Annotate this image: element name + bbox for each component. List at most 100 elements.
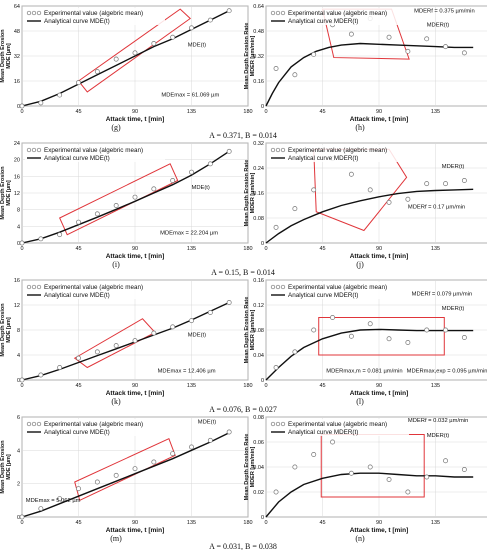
data-point bbox=[311, 452, 317, 457]
y-axis-label: MDER [µm/min] bbox=[250, 309, 256, 350]
annotation: MDE(t) bbox=[188, 332, 206, 338]
legend-box bbox=[25, 419, 165, 436]
data-point bbox=[76, 219, 81, 225]
legend: Experimental value (algebric mean)Analyt… bbox=[25, 282, 165, 299]
parameter-label: A = 0.076, B = 0.027 bbox=[209, 405, 277, 414]
x-tick-label: 90 bbox=[132, 520, 138, 526]
highlight-region bbox=[77, 8, 192, 93]
y-tick-label: 0.04 bbox=[253, 465, 264, 471]
data-point bbox=[38, 506, 44, 512]
data-point bbox=[226, 8, 232, 14]
y-tick-label: 24 bbox=[14, 141, 20, 147]
data-point bbox=[151, 330, 157, 336]
data-point bbox=[330, 315, 335, 320]
y-axis-label: Mean Depth Erosion bbox=[0, 29, 6, 83]
x-axis-label: Attack time, t [min] bbox=[106, 390, 165, 397]
y-tick-label: 0.32 bbox=[253, 141, 264, 147]
legend-marker bbox=[36, 284, 42, 290]
legend-marker bbox=[36, 10, 42, 16]
legend-entry: Experimental value (algebric mean) bbox=[44, 421, 143, 428]
data-point bbox=[132, 194, 138, 200]
legend-entry: Experimental value (algebric mean) bbox=[288, 421, 387, 428]
data-point bbox=[189, 318, 194, 324]
x-tick-label: 90 bbox=[132, 246, 138, 252]
data-point bbox=[386, 336, 392, 342]
legend-marker bbox=[26, 421, 32, 427]
x-tick-label: 0 bbox=[264, 520, 267, 526]
data-point bbox=[461, 178, 467, 183]
legend-marker bbox=[26, 147, 32, 153]
x-axis-label: Attack time, t [min] bbox=[350, 253, 409, 260]
data-point bbox=[76, 355, 81, 361]
data-point bbox=[367, 464, 373, 470]
y-tick-label: 0 bbox=[261, 241, 264, 247]
chart-caption: (j) bbox=[356, 260, 364, 269]
highlight-region bbox=[318, 317, 445, 356]
x-tick-label: 0 bbox=[20, 383, 23, 389]
legend-entry: Analytical curve MDER(t) bbox=[288, 429, 358, 436]
chart-g: 0 16 32 48 64 0 45 90 135 180 Attack time, t [min]… bbox=[0, 4, 253, 123]
chart-caption: (l) bbox=[356, 397, 364, 406]
y-axis-label: Mean Depth Erosion Rate bbox=[244, 297, 250, 364]
x-tick-label: 45 bbox=[319, 246, 325, 252]
y-tick-label: 0 bbox=[261, 378, 264, 384]
data-point bbox=[386, 477, 392, 482]
y-tick-label: 0.24 bbox=[253, 166, 264, 172]
data-point bbox=[292, 206, 298, 212]
legend-marker bbox=[280, 147, 286, 153]
parameter-label: A = 0.371, B = 0.014 bbox=[209, 131, 277, 140]
legend-marker bbox=[31, 10, 37, 16]
data-point bbox=[207, 17, 213, 23]
legend-marker bbox=[280, 284, 286, 290]
legend-entry: Analytical curve MDE(t) bbox=[44, 18, 110, 25]
y-tick-label: 8 bbox=[17, 208, 20, 214]
legend-entry: Analytical curve MDE(t) bbox=[44, 429, 110, 436]
x-tick-label: 0 bbox=[264, 246, 267, 252]
x-tick-label: 45 bbox=[319, 109, 325, 115]
y-tick-label: 0 bbox=[17, 241, 20, 247]
legend: Experimental value (algebric mean)Analyt… bbox=[25, 145, 165, 162]
annotation: MDE(t) bbox=[188, 43, 206, 49]
chart-i: 0 4 8 12 16 20 24 0 45 90 135 180 Attack time, t [mi… bbox=[0, 141, 253, 260]
legend-marker bbox=[280, 421, 286, 427]
annotation: MDER(t) bbox=[442, 164, 465, 170]
annotation: MDER(t) bbox=[442, 306, 465, 312]
data-point bbox=[113, 472, 119, 478]
x-tick-label: 45 bbox=[319, 383, 325, 389]
y-axis-label: MDER [µm/min] bbox=[250, 35, 256, 76]
y-tick-label: 0 bbox=[17, 104, 20, 110]
legend-box bbox=[269, 282, 409, 299]
y-axis-label: MDE [µm] bbox=[6, 43, 12, 69]
highlight-region bbox=[74, 437, 176, 502]
analytical-curve bbox=[265, 328, 474, 381]
y-tick-label: 0.16 bbox=[253, 278, 264, 284]
data-point bbox=[113, 203, 119, 208]
x-axis-label: Attack time, t [min] bbox=[106, 253, 165, 260]
data-point bbox=[113, 56, 119, 62]
value-label: MDERmax,m = 0.081 µm/min bbox=[326, 369, 402, 375]
data-point bbox=[348, 171, 354, 177]
legend-entry: Analytical curve MDE(t) bbox=[44, 155, 110, 162]
data-point bbox=[113, 343, 119, 349]
data-point bbox=[424, 327, 430, 333]
legend-marker bbox=[270, 421, 276, 427]
data-point bbox=[367, 321, 373, 327]
legend-marker bbox=[31, 284, 37, 290]
data-point bbox=[19, 240, 25, 246]
annotation: MDERf = 0.17 µm/min bbox=[408, 205, 465, 211]
y-tick-label: 32 bbox=[14, 54, 20, 60]
x-tick-label: 45 bbox=[75, 520, 81, 526]
analytical-curve bbox=[265, 42, 474, 107]
y-tick-label: 48 bbox=[14, 29, 20, 35]
chart-h: 0 0.16 0.32 0.48 0.64 0 45 90 135 180 Attack time,… bbox=[244, 4, 487, 160]
data-point bbox=[76, 80, 81, 86]
legend-box bbox=[25, 282, 165, 299]
chart-caption: (h) bbox=[355, 123, 365, 132]
y-tick-label: 0.32 bbox=[253, 54, 264, 60]
legend-entry: Experimental value (algebric mean) bbox=[288, 10, 387, 17]
y-tick-label: 20 bbox=[14, 158, 20, 164]
legend-entry: Analytical curve MDE(t) bbox=[44, 292, 110, 299]
annotation: MDE(t) bbox=[192, 185, 210, 191]
y-tick-label: 4 bbox=[17, 224, 20, 230]
